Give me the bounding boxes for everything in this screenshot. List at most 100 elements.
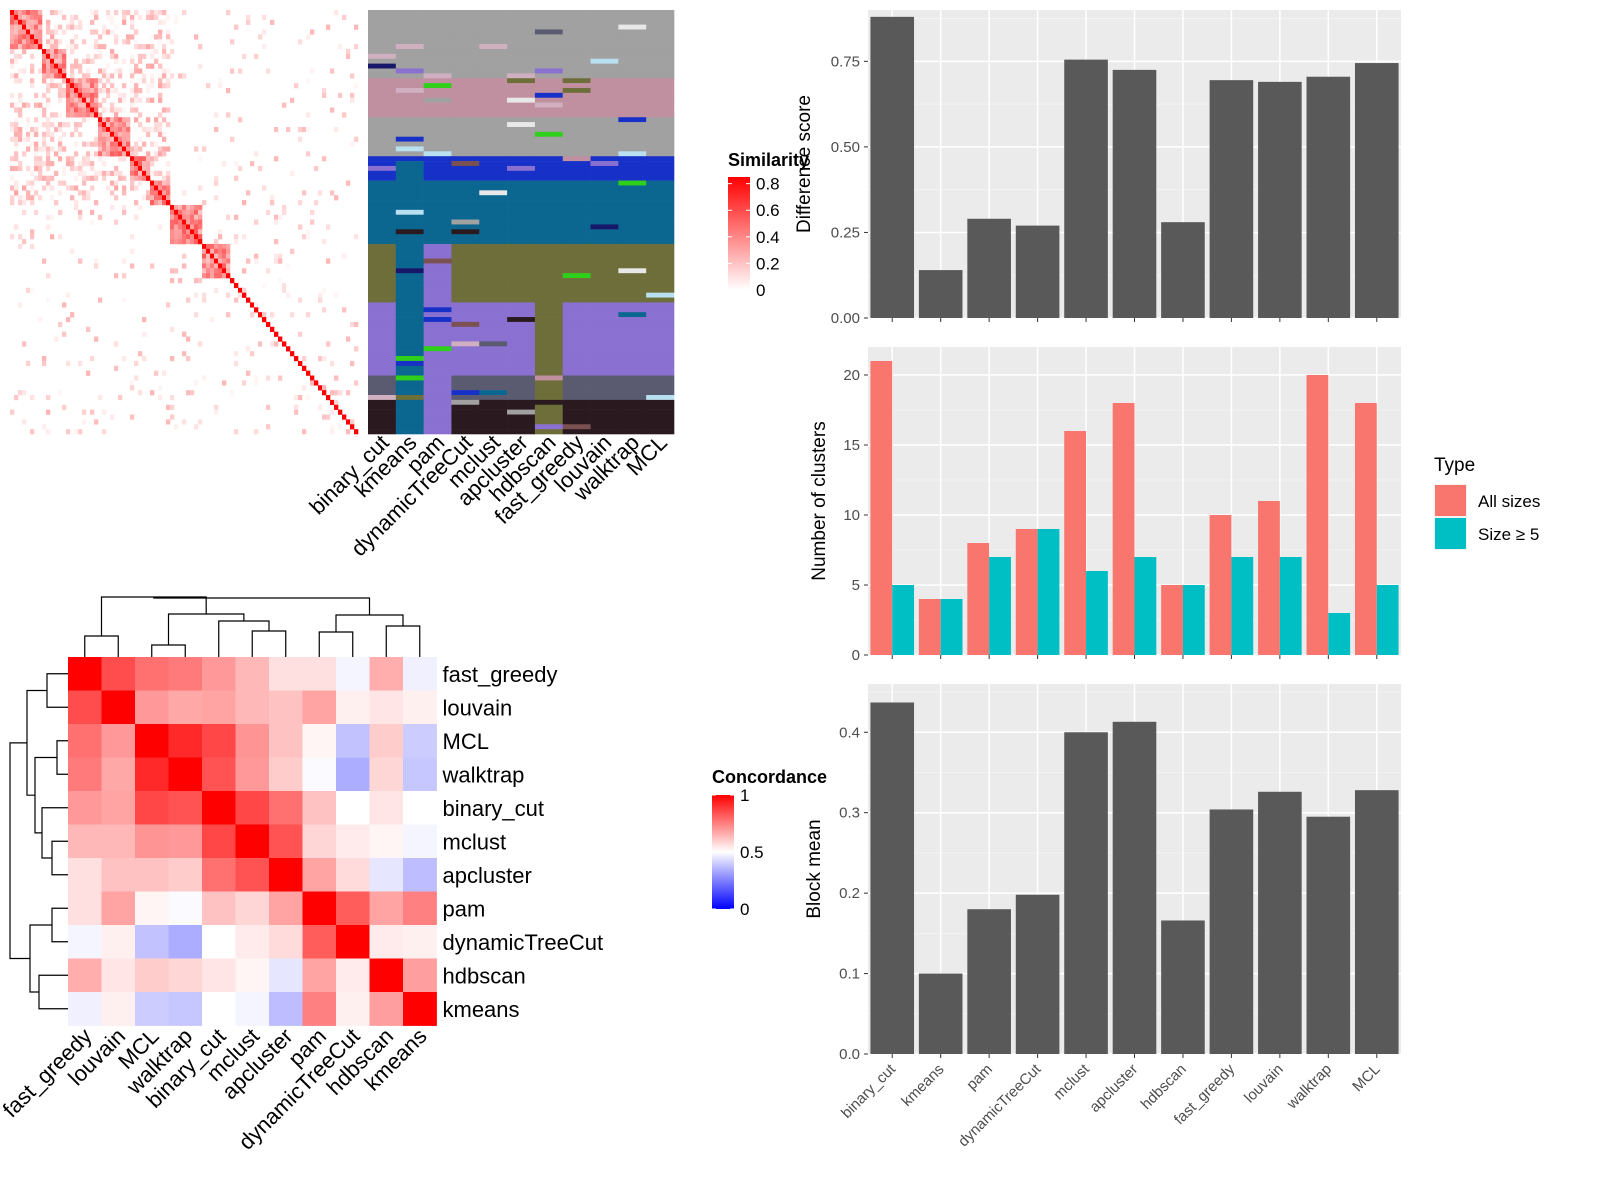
partition-cell bbox=[646, 87, 675, 94]
similarity-cell bbox=[130, 107, 135, 113]
similarity-cell bbox=[162, 190, 167, 196]
partition-cell bbox=[618, 395, 647, 401]
partition-cell bbox=[368, 39, 397, 45]
partition-cell bbox=[368, 34, 397, 40]
partition-cell bbox=[534, 346, 564, 352]
concordance-cell bbox=[302, 824, 337, 859]
partition-cell bbox=[534, 170, 564, 176]
similarity-cell bbox=[46, 63, 51, 69]
similarity-cell bbox=[66, 429, 71, 435]
partition-cell bbox=[479, 312, 508, 318]
similarity-cell bbox=[10, 92, 15, 99]
similarity-cell bbox=[10, 10, 15, 16]
similarity-cell bbox=[230, 68, 235, 74]
similarity-cell bbox=[134, 117, 139, 123]
partition-cell bbox=[368, 356, 397, 362]
similarity-cell bbox=[238, 117, 243, 123]
similarity-cell bbox=[26, 287, 31, 293]
similarity-cell bbox=[34, 24, 39, 30]
similarity-cell bbox=[18, 390, 23, 396]
partition-cell bbox=[534, 360, 564, 367]
similarity-cell bbox=[262, 312, 267, 318]
partition-cell bbox=[451, 195, 480, 201]
similarity-cell bbox=[42, 107, 47, 113]
similarity-cell bbox=[46, 156, 51, 162]
partition-cell bbox=[618, 346, 647, 352]
similarity-cell bbox=[134, 44, 139, 50]
y-tick-label: 0.25 bbox=[831, 224, 860, 241]
partition-cell bbox=[479, 395, 508, 401]
similarity-cell bbox=[50, 146, 55, 152]
bar-MCL bbox=[1354, 790, 1399, 1054]
similarity-legend-label: 0 bbox=[756, 281, 765, 300]
partition-cell bbox=[590, 395, 619, 401]
similarity-cell bbox=[134, 29, 139, 35]
similarity-cell bbox=[122, 92, 127, 99]
partition-cell bbox=[368, 317, 397, 323]
similarity-cell bbox=[114, 10, 119, 16]
similarity-cell bbox=[130, 263, 135, 269]
partition-cell bbox=[562, 39, 591, 45]
similarity-cell bbox=[186, 214, 191, 220]
similarity-cell bbox=[170, 219, 175, 225]
partition-cell bbox=[618, 68, 647, 74]
similarity-cell bbox=[38, 195, 43, 201]
similarity-cell bbox=[34, 141, 39, 147]
concordance-cell bbox=[269, 657, 303, 691]
concordance-cell bbox=[302, 925, 337, 959]
similarity-cell bbox=[114, 117, 119, 123]
similarity-cell bbox=[14, 224, 19, 230]
similarity-cell bbox=[198, 219, 203, 225]
partition-cell bbox=[451, 263, 480, 269]
similarity-cell bbox=[306, 370, 311, 376]
partition-cell bbox=[368, 117, 397, 123]
similarity-cell bbox=[194, 209, 199, 215]
similarity-cell bbox=[114, 151, 119, 157]
partition-cell bbox=[395, 190, 424, 196]
similarity-cell bbox=[42, 92, 47, 99]
partition-cell bbox=[562, 302, 591, 308]
similarity-cell bbox=[66, 317, 71, 323]
similarity-cell bbox=[174, 424, 179, 430]
similarity-cell bbox=[14, 39, 19, 45]
similarity-cell bbox=[18, 34, 23, 40]
similarity-cell bbox=[26, 24, 31, 30]
partition-cell bbox=[451, 234, 480, 240]
similarity-cell bbox=[134, 151, 139, 157]
partition-cell bbox=[507, 224, 536, 230]
similarity-cell bbox=[110, 107, 115, 113]
similarity-cell bbox=[26, 360, 31, 367]
similarity-cell bbox=[130, 234, 135, 240]
similarity-cell bbox=[18, 39, 23, 45]
partition-cell bbox=[646, 307, 675, 313]
x-tick-label-binary_cut: binary_cut bbox=[838, 1060, 900, 1122]
similarity-cell bbox=[86, 195, 91, 201]
similarity-cell bbox=[194, 219, 199, 225]
similarity-cell bbox=[62, 302, 67, 308]
similarity-cell bbox=[146, 126, 151, 133]
similarity-cell bbox=[134, 175, 139, 181]
partition-cell bbox=[395, 346, 424, 352]
similarity-cell bbox=[154, 190, 159, 196]
concordance-cell bbox=[68, 724, 102, 758]
similarity-cell bbox=[30, 126, 35, 133]
partition-cell bbox=[368, 307, 397, 313]
similarity-cell bbox=[122, 58, 127, 64]
concordance-cell bbox=[202, 657, 236, 691]
similarity-cell bbox=[142, 73, 147, 79]
similarity-cell bbox=[74, 204, 79, 211]
partition-cell bbox=[479, 58, 508, 64]
similarity-cell bbox=[150, 195, 155, 201]
similarity-cell bbox=[350, 73, 355, 79]
partition-cell bbox=[395, 102, 424, 108]
similarity-cell bbox=[58, 63, 63, 69]
similarity-cell bbox=[158, 180, 163, 186]
similarity-cell bbox=[54, 73, 59, 79]
similarity-cell bbox=[130, 248, 135, 254]
similarity-cell bbox=[66, 112, 71, 118]
partition-cell bbox=[395, 73, 424, 79]
concordance-cell bbox=[235, 958, 270, 993]
similarity-cell bbox=[214, 409, 219, 415]
partition-cell bbox=[395, 321, 424, 328]
partition-cell bbox=[534, 287, 564, 293]
